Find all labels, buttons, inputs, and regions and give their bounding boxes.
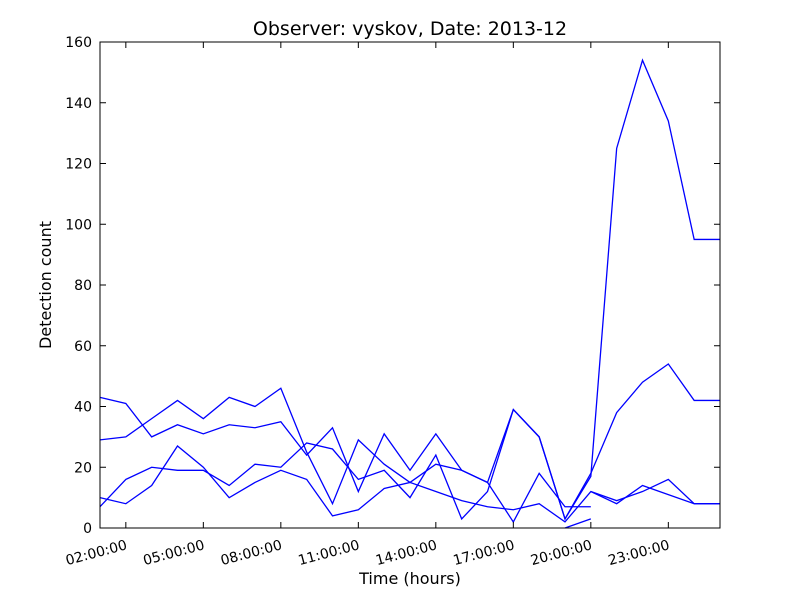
y-tick-label: 60 xyxy=(74,339,92,355)
series-layer xyxy=(99,58,720,529)
y-tick-label: 140 xyxy=(65,96,92,112)
tick-layer: 0 20 40 60 80 100 120 140 160 02:00:00 05:00:00 08:… xyxy=(64,35,720,569)
series-line-2 xyxy=(99,58,720,521)
y-tick-label: 20 xyxy=(74,460,92,476)
x-tick-label: 23:00:00 xyxy=(606,537,671,569)
y-tick-label: 80 xyxy=(74,278,92,294)
y-tick-label: 100 xyxy=(65,217,92,233)
series-line-3 xyxy=(99,363,720,521)
x-tick-label: 14:00:00 xyxy=(374,537,439,569)
y-tick-label: 120 xyxy=(65,157,92,173)
series-line-4 xyxy=(99,445,720,523)
y-tick-label: 0 xyxy=(83,521,92,537)
x-tick-label: 17:00:00 xyxy=(451,537,516,569)
x-tick-label: 08:00:00 xyxy=(219,537,284,569)
series-line-5 xyxy=(564,518,592,529)
x-axis-title: Time (hours) xyxy=(358,569,461,588)
x-tick-label: 11:00:00 xyxy=(296,537,361,569)
x-tick-label: 05:00:00 xyxy=(141,537,206,569)
series-line-1 xyxy=(99,396,591,524)
x-tick-label: 20:00:00 xyxy=(529,537,594,569)
y-tick-label: 40 xyxy=(74,400,92,416)
chart-title: Observer: vyskov, Date: 2013-12 xyxy=(253,18,567,40)
series-line-6 xyxy=(590,478,720,505)
x-tick-label: 02:00:00 xyxy=(64,537,129,569)
y-tick-label: 160 xyxy=(65,35,92,51)
y-axis-title: Detection count xyxy=(36,221,55,349)
